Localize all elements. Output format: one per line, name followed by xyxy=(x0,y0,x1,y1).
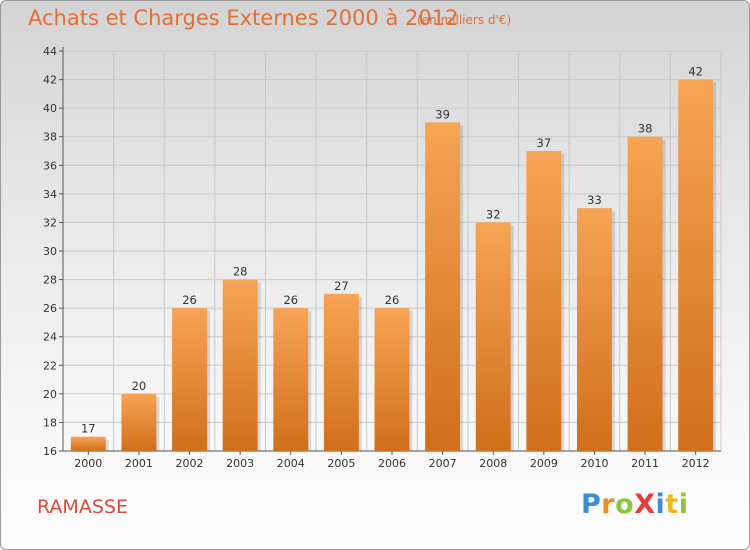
data-label: 26 xyxy=(283,293,298,307)
y-tick-label: 26 xyxy=(43,302,57,315)
logo-letter: P xyxy=(581,489,602,520)
x-tick-label: 2009 xyxy=(530,457,558,470)
chart-title: Achats et Charges Externes 2000 à 2012 xyxy=(28,6,459,30)
y-tick-label: 16 xyxy=(43,445,57,458)
bar-2010 xyxy=(576,208,612,451)
x-tick-label: 2001 xyxy=(125,457,153,470)
labels: 16 18 20 22 24 26 28 30 32 34 36 38 40 42 44 17 2000 20 20… xyxy=(43,45,710,470)
data-label: 26 xyxy=(385,293,400,307)
bar-2004 xyxy=(273,308,309,451)
y-tick-label: 24 xyxy=(43,331,57,344)
logo-letter: o xyxy=(615,489,635,520)
bar-2005 xyxy=(323,293,359,451)
bar-2009 xyxy=(526,151,562,451)
data-label: 37 xyxy=(537,136,552,150)
y-tick-label: 32 xyxy=(43,216,57,229)
y-tick-label: 42 xyxy=(43,74,57,87)
x-tick-label: 2008 xyxy=(479,457,507,470)
y-tick-label: 40 xyxy=(43,102,57,115)
bar-2003 xyxy=(222,279,258,451)
x-tick-label: 2007 xyxy=(429,457,457,470)
data-label: 42 xyxy=(688,65,703,79)
logo-letter: r xyxy=(601,489,616,520)
x-tick-label: 2002 xyxy=(176,457,204,470)
x-tick-label: 2012 xyxy=(682,457,710,470)
logo-letter: i xyxy=(655,489,666,520)
commune-name: RAMASSE xyxy=(37,496,128,518)
logo-letter: t xyxy=(665,489,679,520)
y-tick-label: 22 xyxy=(43,359,57,372)
x-tick-label: 2005 xyxy=(327,457,355,470)
data-label: 28 xyxy=(233,265,248,279)
proxiti-logo: ProXiti xyxy=(581,489,688,520)
logo-letter: i xyxy=(678,489,689,520)
y-tick-label: 28 xyxy=(43,274,57,287)
data-label: 33 xyxy=(587,193,602,207)
x-tick-label: 2000 xyxy=(74,457,102,470)
data-label: 20 xyxy=(132,379,147,393)
bar-2011 xyxy=(627,136,663,451)
bar-2012 xyxy=(678,79,714,452)
y-tick-label: 44 xyxy=(43,45,57,58)
data-label: 27 xyxy=(334,279,349,293)
y-tick-label: 30 xyxy=(43,245,57,258)
bar-2002 xyxy=(172,308,208,451)
bar-2001 xyxy=(121,393,157,451)
bar-2007 xyxy=(425,122,461,451)
x-tick-label: 2003 xyxy=(226,457,254,470)
y-tick-label: 20 xyxy=(43,388,57,401)
x-tick-label: 2010 xyxy=(580,457,608,470)
y-tick-label: 38 xyxy=(43,131,57,144)
data-label: 26 xyxy=(182,293,197,307)
bar-2008 xyxy=(475,222,511,451)
bars xyxy=(70,79,717,452)
bar-2006 xyxy=(374,308,410,451)
y-tick-label: 18 xyxy=(43,416,57,429)
data-label: 17 xyxy=(81,422,96,436)
x-tick-label: 2011 xyxy=(631,457,659,470)
chart-unit-note: (en milliers d'€) xyxy=(417,13,512,27)
data-label: 38 xyxy=(638,122,653,136)
logo-letter: X xyxy=(634,489,656,520)
data-label: 39 xyxy=(435,107,450,121)
data-label: 32 xyxy=(486,207,501,221)
x-tick-label: 2006 xyxy=(378,457,406,470)
y-tick-label: 34 xyxy=(43,188,57,201)
bar-2000 xyxy=(70,436,106,451)
y-tick-label: 36 xyxy=(43,159,57,172)
x-tick-label: 2004 xyxy=(277,457,305,470)
